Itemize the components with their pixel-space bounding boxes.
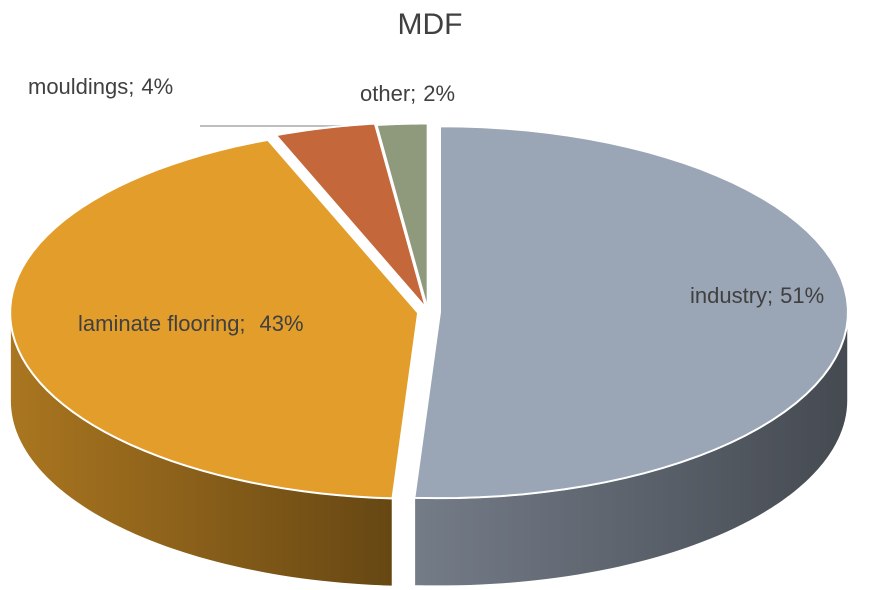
label-category: laminate flooring; [78,311,246,336]
slice [273,122,427,309]
data-label: industry; 51% [690,283,824,308]
data-label: mouldings; 4% [28,74,173,99]
data-label: other; 2% [360,81,455,106]
slice [413,125,849,500]
label-category: mouldings; [28,74,134,99]
label-category: industry; [690,283,773,308]
label-value: 2% [423,81,455,106]
slice [375,122,429,310]
label-value: 51% [780,283,824,308]
label-category: other; [360,81,416,106]
label-value: 4% [141,74,173,99]
slice-tops [9,122,849,500]
data-label: laminate flooring; 43% [78,311,304,336]
label-value: 43% [260,311,304,336]
slice [9,138,420,500]
chart-title: MDF [398,8,463,41]
